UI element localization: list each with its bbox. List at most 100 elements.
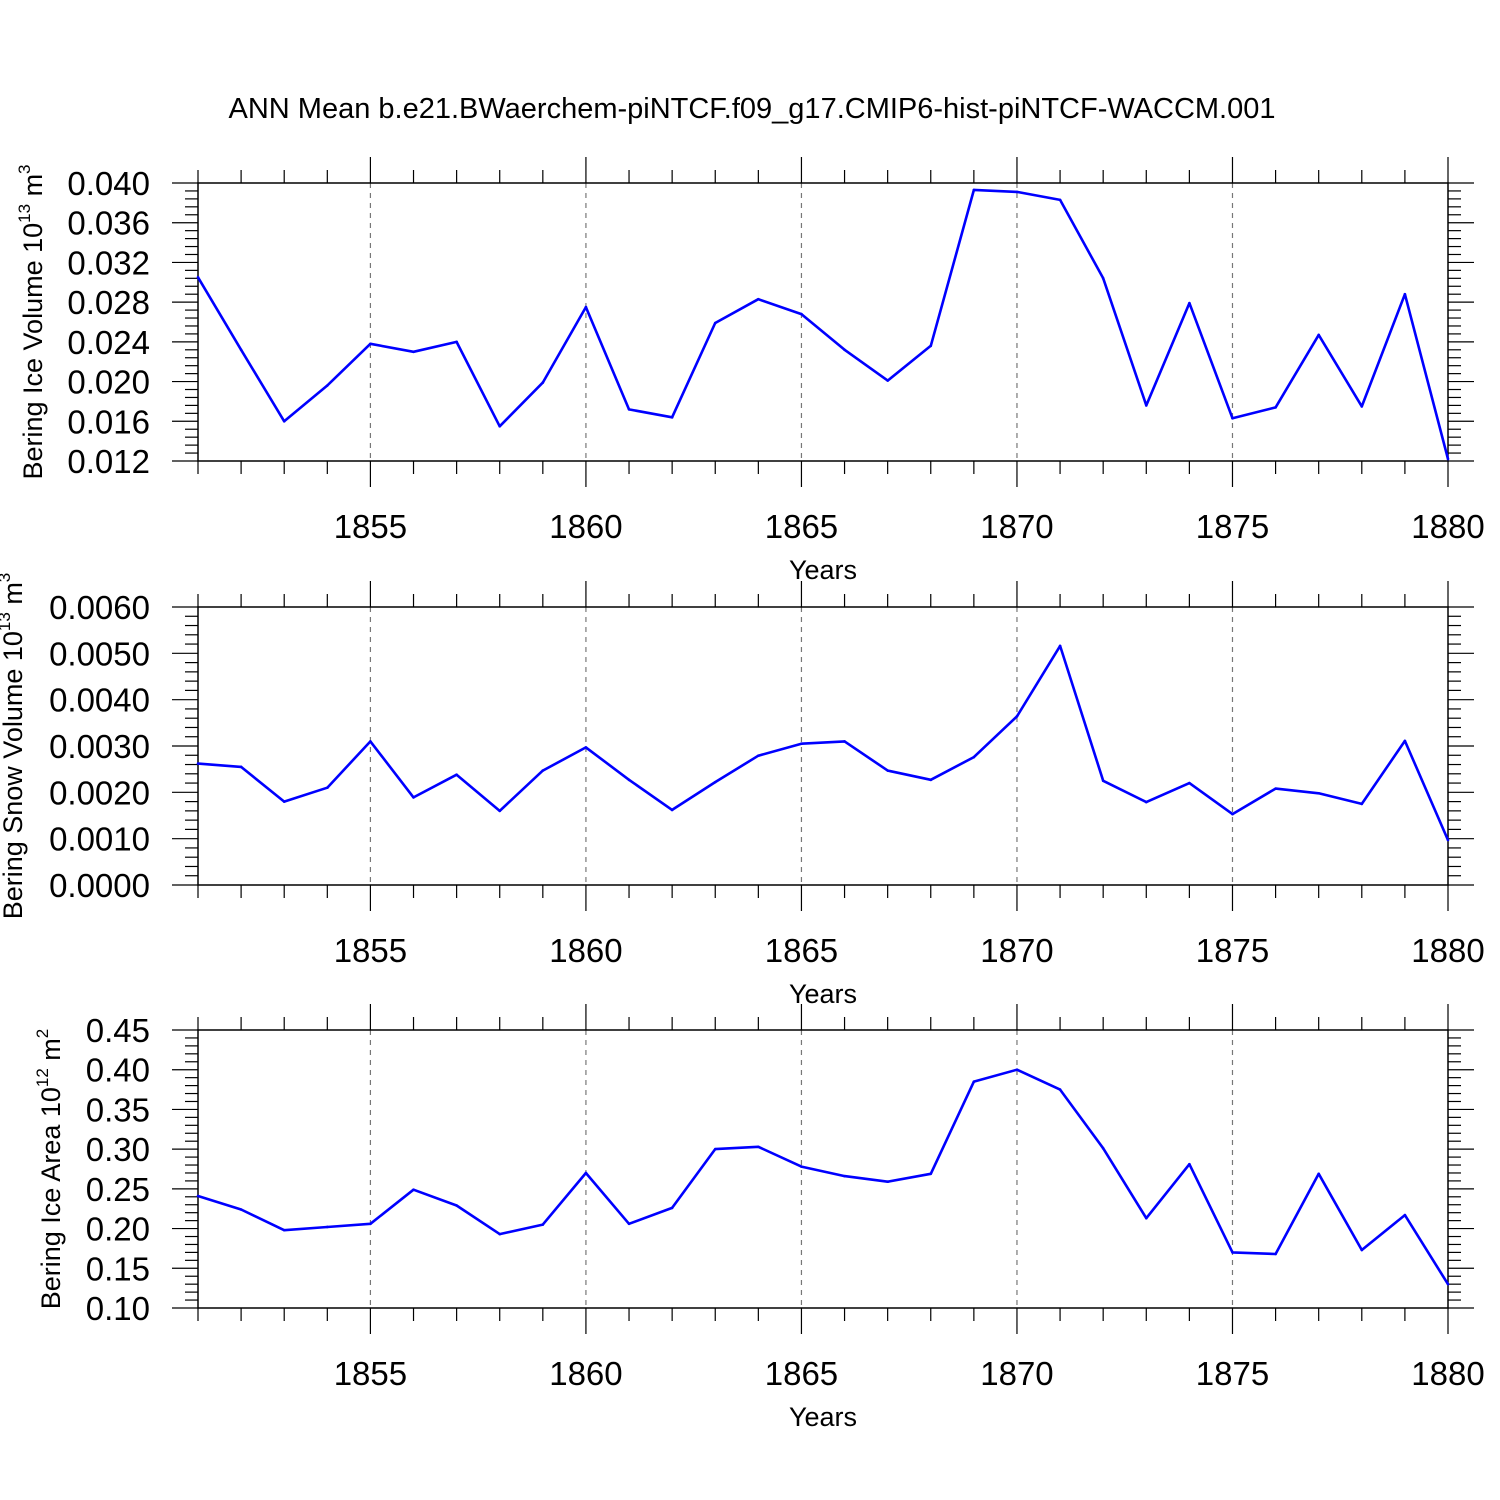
y-axis-title-exponent: 12 [33,1068,52,1087]
y-tick-label: 0.0060 [49,589,150,626]
x-tick-label: 1855 [334,1355,407,1392]
data-point [886,379,889,382]
data-point [713,780,717,784]
y-tick-label: 0.0010 [49,821,150,858]
data-point [282,1228,286,1232]
data-point [326,384,329,387]
data-point [1231,417,1234,420]
data-point [498,809,502,813]
data-point [326,786,329,789]
x-tick-label: 1860 [549,1355,622,1392]
y-axis-title: Bering Ice Volume 1013 m3 [15,164,48,479]
data-point [1446,457,1450,461]
chart-title: ANN Mean b.e21.BWaerchem-piNTCF.f09_g17.… [229,93,1276,125]
data-point [1446,838,1450,842]
data-point [886,769,889,772]
data-point [757,1145,760,1149]
y-tick-label: 0.040 [67,165,150,202]
data-point [800,1165,803,1168]
y-tick-label: 0.0030 [49,728,150,765]
y-tick-label: 0.016 [67,403,150,440]
data-point [1317,791,1320,795]
data-point [239,765,243,769]
data-point [800,312,803,316]
x-tick-label: 1865 [765,932,838,969]
data-point [541,769,545,772]
data-point [1101,1147,1105,1150]
y-tick-label: 0.10 [86,1290,150,1327]
y-axis-title-exponent: 3 [15,164,34,173]
data-point [1015,715,1019,718]
data-point [282,800,286,803]
y-tick-label: 0.40 [86,1052,150,1089]
y-tick-label: 0.028 [67,284,150,321]
data-point [412,350,415,354]
data-point [1231,812,1234,816]
data-point [843,348,846,352]
y-tick-label: 0.0040 [49,682,150,719]
data-point [369,1222,372,1226]
x-tick-label: 1860 [549,932,622,969]
data-point [843,740,846,743]
data-point [541,381,545,384]
data-point [670,416,674,419]
y-tick-label: 0.012 [67,443,150,480]
data-point [972,1080,976,1083]
y-axis-title-text: Bering Ice Area 10 [36,1087,66,1309]
x-tick-label: 1870 [980,508,1053,545]
data-point [1188,781,1191,785]
y-axis-title-exponent: 13 [0,612,14,631]
x-axis-title: Years [789,555,857,585]
data-point [1101,779,1105,783]
data-point [541,1223,545,1226]
data-point [369,740,372,743]
y-tick-label: 0.25 [86,1171,150,1208]
x-tick-label: 1880 [1411,508,1484,545]
data-point [412,1188,415,1191]
data-point [1446,1282,1450,1286]
data-point [1274,406,1277,409]
y-tick-label: 0.35 [86,1091,150,1128]
data-point [498,1232,502,1236]
plot-frame [197,1029,1449,1309]
data-point [1058,198,1062,202]
x-tick-label: 1875 [1196,932,1269,969]
data-point [455,773,458,777]
x-tick-label: 1865 [765,508,838,545]
data-point [1403,1213,1407,1217]
y-tick-label: 0.024 [67,324,150,361]
y-axis-title-exponent: 13 [15,204,34,223]
data-point [1403,292,1407,296]
x-axis-title: Years [789,1402,857,1432]
x-tick-label: 1860 [549,508,622,545]
data-point [196,1194,200,1198]
data-point [1015,1068,1019,1072]
y-tick-label: 0.30 [86,1131,150,1168]
data-point [282,419,286,423]
x-tick-label: 1855 [334,508,407,545]
data-point [929,1172,933,1176]
y-axis-title-text: m [0,582,28,612]
y-axis-title: Bering Ice Area 1012 m2 [33,1029,66,1310]
data-point [369,342,372,346]
data-point [929,344,933,348]
data-point [584,1171,588,1175]
data-point [929,778,933,782]
x-tick-label: 1870 [980,1355,1053,1392]
data-point [239,1208,243,1211]
data-point [1360,1248,1364,1252]
data-point [757,297,760,301]
data-point [412,796,415,799]
y-axis-title: Bering Snow Volume 1013 m3 [0,573,28,920]
data-point [584,305,588,309]
data-point [670,1206,674,1210]
data-point [239,348,243,352]
data-point [1144,404,1148,407]
x-tick-label: 1865 [765,1355,838,1392]
data-point [757,754,760,758]
x-tick-label: 1870 [980,932,1053,969]
data-point [196,762,200,765]
y-axis-title-text: m [36,1038,66,1068]
y-tick-label: 0.0000 [49,867,150,904]
